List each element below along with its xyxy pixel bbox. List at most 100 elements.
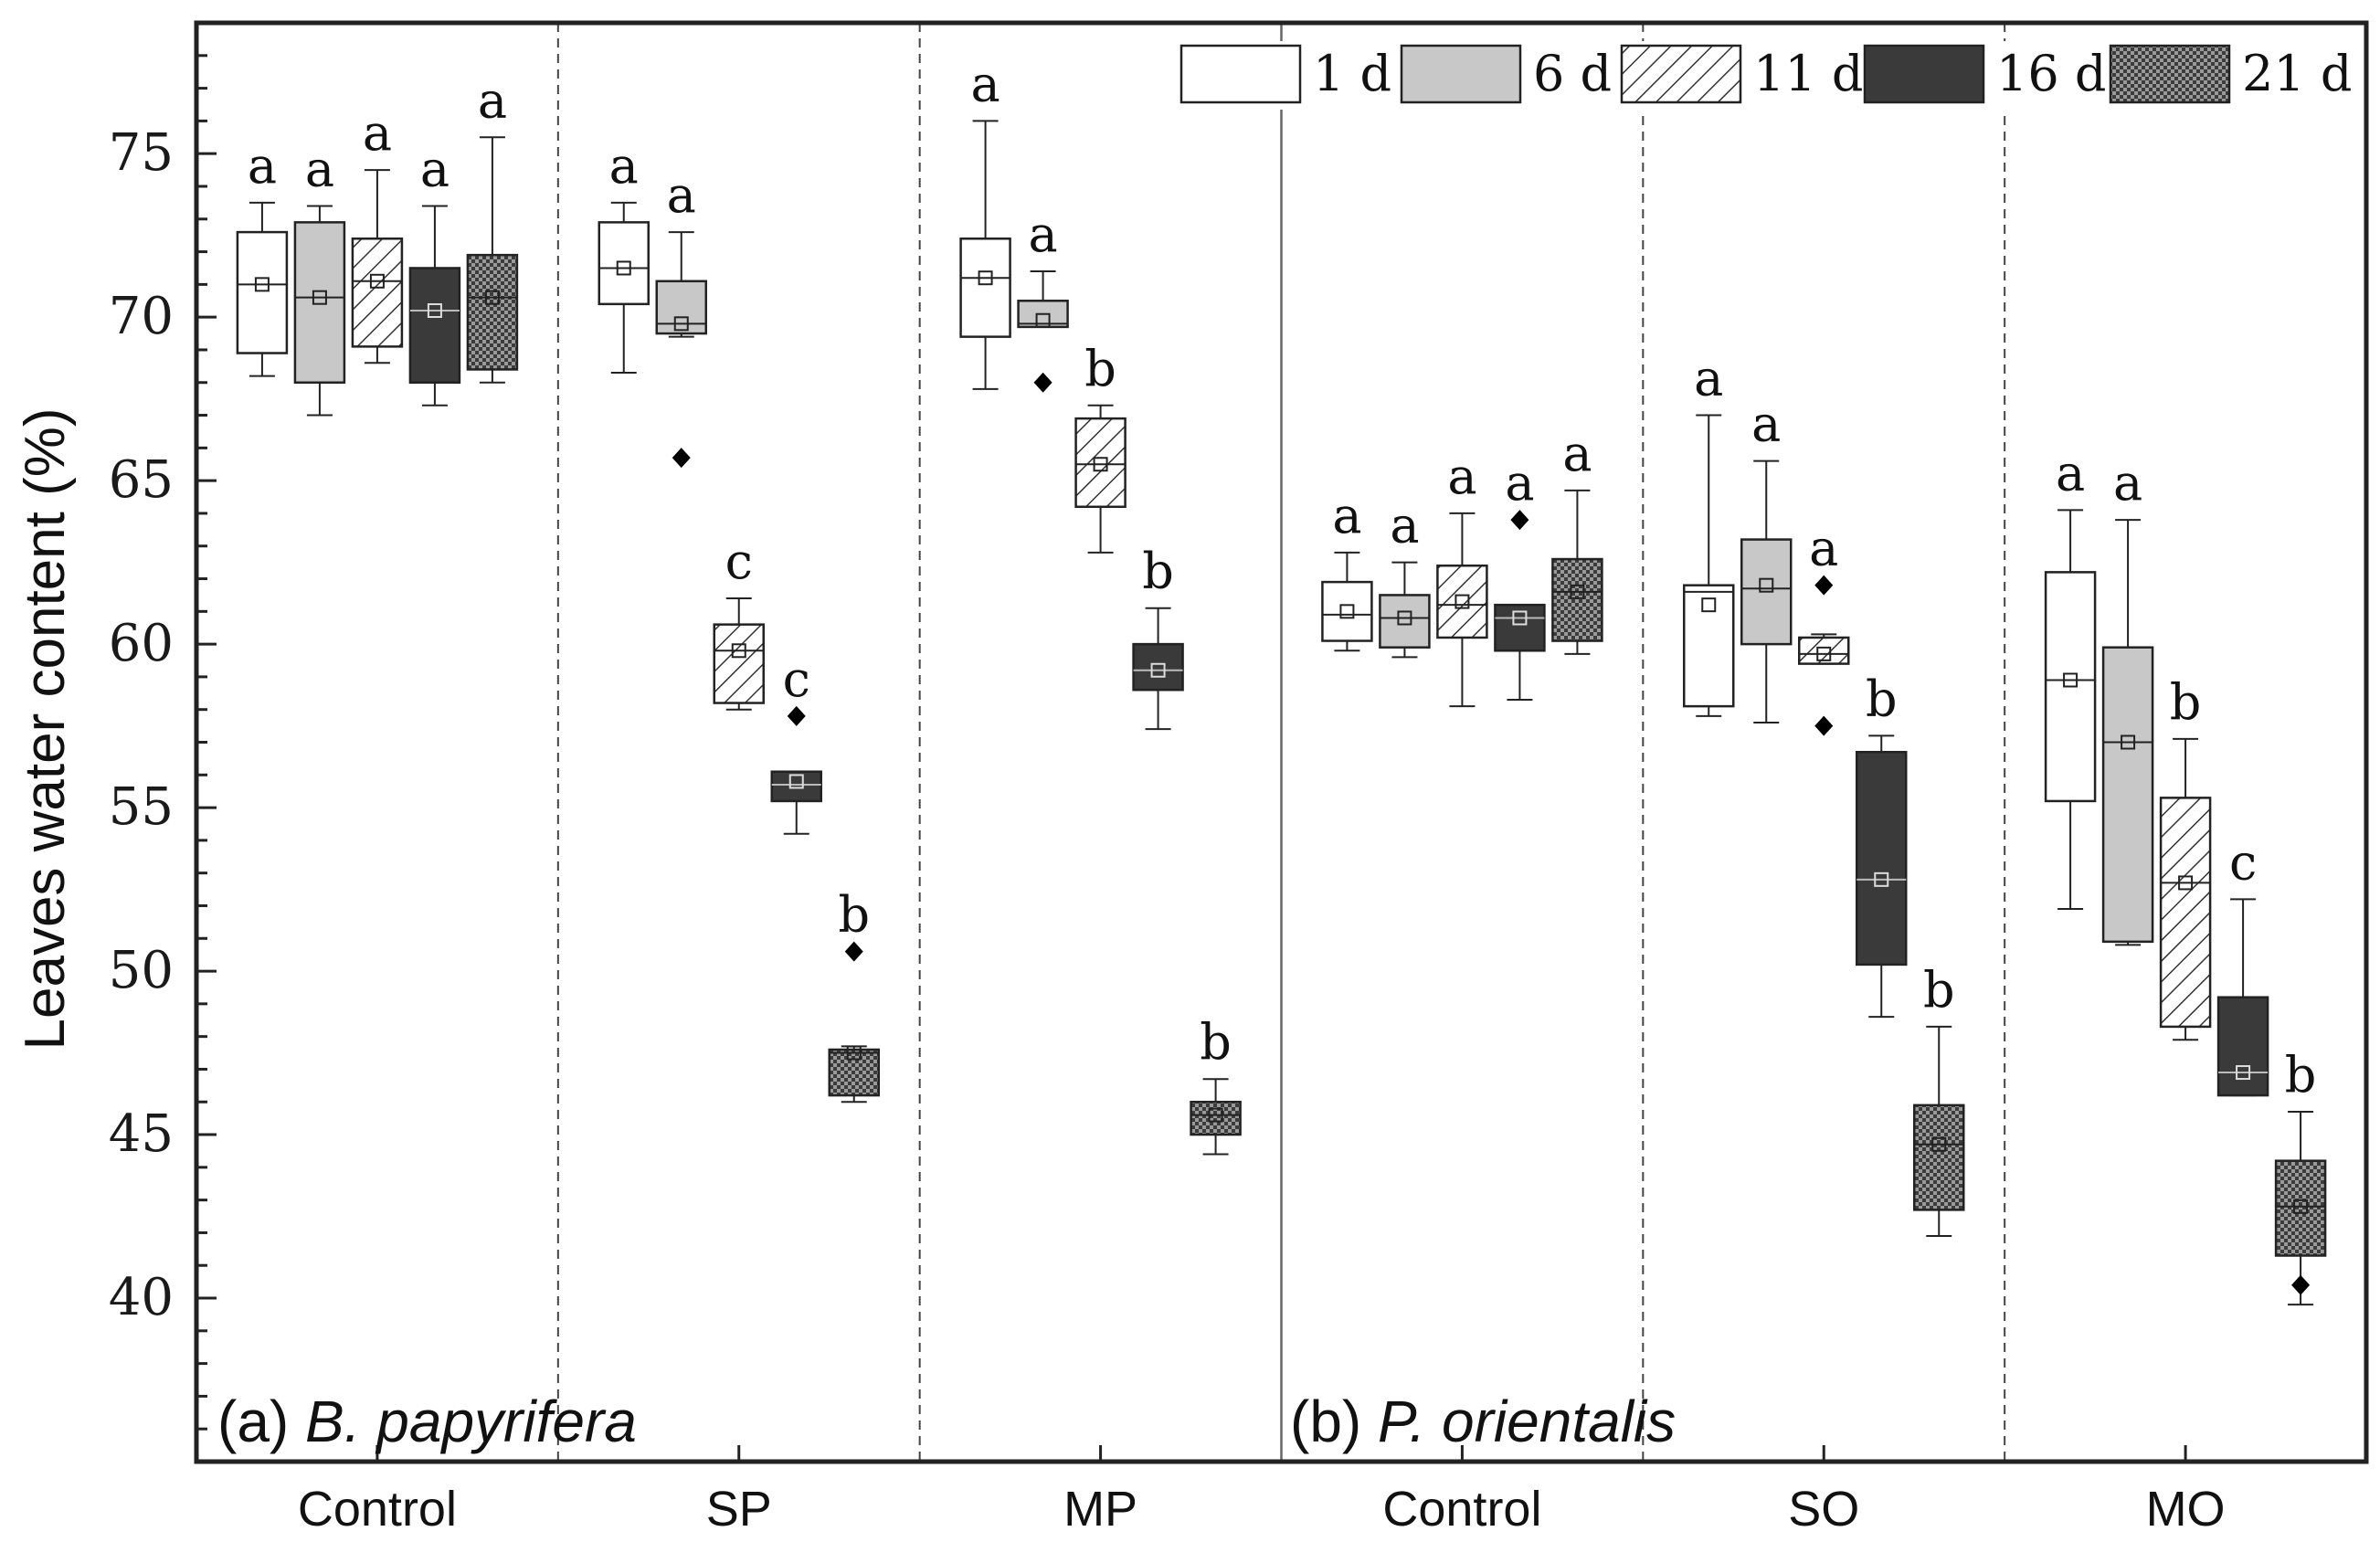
y-tick-label: 70: [109, 287, 174, 346]
box-sp-16d: [770, 705, 822, 835]
box-control-1d: [1321, 551, 1373, 652]
mean-marker: [254, 277, 270, 292]
significance-letter: a: [1447, 448, 1476, 505]
box-iqr: [1683, 584, 1735, 708]
mean-marker: [1759, 577, 1774, 593]
x-category-label: SP: [706, 1482, 772, 1537]
y-axis-label: Leaves water content (%): [14, 407, 77, 1050]
box-so-16d: [1856, 734, 1908, 1019]
box-control-1d: [236, 201, 289, 377]
mean-marker: [427, 303, 442, 318]
box-mp-16d: [1132, 607, 1184, 731]
mean-marker: [2236, 1065, 2251, 1081]
box-mp-1d: [959, 120, 1011, 390]
panel-dividers: [556, 23, 2006, 1462]
mean-marker: [2293, 1199, 2309, 1214]
legend-label: 11 d: [1753, 45, 1863, 102]
significance-letter: b: [1142, 543, 1174, 600]
box-iqr: [2274, 1159, 2327, 1257]
box-control-11d: [1436, 512, 1488, 708]
outlier-point: [2291, 1274, 2311, 1295]
box-mp-11d: [1074, 404, 1127, 554]
box-iqr: [655, 280, 707, 335]
box-mo-21d: [2274, 1110, 2327, 1306]
box-iqr: [1132, 642, 1184, 692]
box-iqr: [1190, 1101, 1242, 1136]
outlier-point: [1510, 510, 1529, 531]
x-axis: Control SP MP Control SO MO: [298, 1445, 2226, 1537]
significance-letter: a: [1751, 396, 1781, 453]
significance-letter: b: [1866, 670, 1898, 727]
significance-letter: a: [2113, 454, 2142, 512]
box-iqr: [1379, 594, 1431, 649]
box-control-6d: [293, 205, 346, 417]
y-tick-label: 60: [109, 614, 174, 673]
box-mo-6d: [2101, 519, 2154, 946]
panel-prefix: (b): [1290, 1389, 1378, 1454]
box-iqr: [408, 267, 461, 384]
mean-marker: [1208, 1107, 1223, 1123]
box-plot-marks: [236, 120, 2327, 1306]
significance-letter: a: [1694, 350, 1723, 407]
mean-marker: [312, 290, 327, 305]
box-iqr: [351, 238, 404, 348]
panel-species: P. orientalis: [1378, 1389, 1676, 1454]
box-iqr: [236, 230, 289, 354]
box-sp-6d: [655, 231, 707, 469]
significance-letter: c: [2229, 833, 2257, 891]
x-category-label: MO: [2146, 1482, 2226, 1537]
outlier-point: [1814, 575, 1834, 596]
panel-species: B. papyrifera: [305, 1389, 637, 1454]
mean-marker: [788, 774, 804, 789]
mean-marker: [1701, 597, 1717, 613]
mean-marker: [1570, 584, 1585, 599]
significance-letter: a: [1390, 497, 1419, 554]
box-iqr: [1798, 636, 1850, 665]
box-iqr: [1494, 603, 1546, 652]
y-tick-label: 45: [109, 1104, 174, 1164]
mean-marker: [1816, 646, 1832, 661]
mean-marker: [484, 290, 500, 305]
significance-letter: a: [1505, 454, 1534, 512]
legend: 1 d 6 d 11 d 16 d 21 d: [1179, 41, 2353, 110]
panel-label: (a) B. papyrifera: [217, 1389, 637, 1454]
mean-marker: [1339, 604, 1355, 619]
x-category-label: MP: [1063, 1482, 1137, 1537]
mean-marker: [1035, 312, 1051, 328]
box-iqr: [2101, 646, 2154, 944]
mean-marker: [1874, 871, 1889, 887]
box-iqr: [770, 770, 822, 803]
box-control-21d: [466, 136, 519, 384]
box-mp-21d: [1190, 1078, 1242, 1156]
box-sp-21d: [828, 941, 880, 1104]
mean-marker: [369, 273, 385, 289]
mean-marker: [1397, 610, 1412, 626]
significance-letter: a: [667, 166, 696, 224]
box-iqr: [1913, 1104, 1965, 1211]
y-tick-label: 75: [109, 123, 174, 183]
significance-letter: a: [478, 71, 507, 129]
mean-marker: [1512, 610, 1528, 626]
box-mo-16d: [2216, 898, 2269, 1097]
y-axis: 40 45 50 55 60 65 70 75: [109, 54, 217, 1431]
significance-letter: b: [1084, 340, 1116, 397]
significance-letter: a: [2056, 444, 2085, 502]
mean-marker: [2121, 734, 2136, 750]
legend-swatch: [1863, 44, 1985, 104]
mean-marker: [2178, 875, 2194, 891]
significance-letter: a: [1809, 520, 1838, 577]
legend-label: 6 d: [1533, 45, 1612, 102]
outlier-point: [672, 448, 691, 469]
mean-marker: [1150, 662, 1166, 678]
y-tick-label: 40: [109, 1268, 174, 1327]
x-category-label: SO: [1788, 1482, 1859, 1537]
legend-swatch: [1620, 44, 1742, 104]
box-so-6d: [1740, 459, 1793, 724]
box-iqr: [1551, 557, 1603, 642]
outlier-point: [787, 705, 806, 726]
box-control-16d: [408, 205, 461, 407]
box-mo-1d: [2044, 509, 2097, 911]
mean-marker: [846, 1045, 862, 1061]
panel-labels: (a) B. papyrifera (b) P. orientalis: [217, 1389, 1676, 1454]
